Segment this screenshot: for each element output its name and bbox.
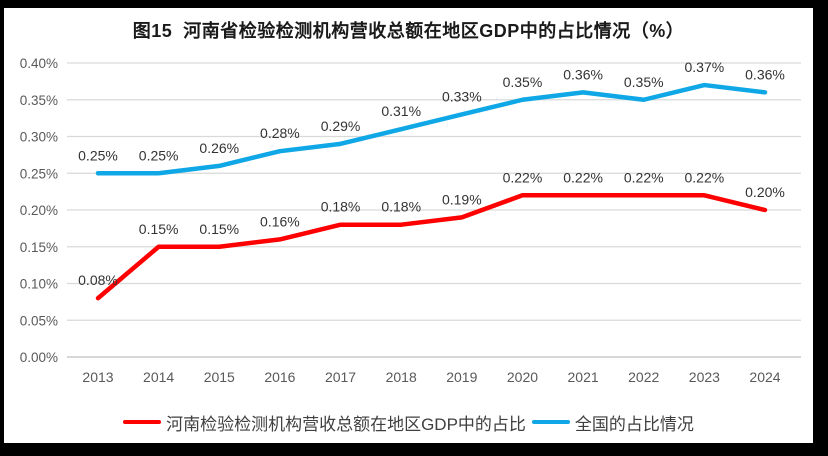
data-label: 0.18% <box>381 199 421 215</box>
x-tick-label: 2013 <box>82 369 113 385</box>
x-tick-label: 2023 <box>689 369 720 385</box>
y-tick-label: 0.35% <box>20 93 58 108</box>
y-tick-label: 0.00% <box>20 350 58 365</box>
data-label: 0.33% <box>442 88 482 104</box>
x-tick-label: 2024 <box>749 369 780 385</box>
y-tick-label: 0.15% <box>20 240 58 255</box>
data-label: 0.18% <box>321 199 361 215</box>
data-label: 0.31% <box>381 103 421 119</box>
data-label: 0.26% <box>199 140 239 156</box>
series-line-henan <box>95 193 768 301</box>
data-label: 0.36% <box>563 66 603 82</box>
data-label: 0.28% <box>260 125 300 141</box>
data-label: 0.25% <box>139 147 179 163</box>
y-tick-label: 0.20% <box>20 203 58 218</box>
chart-title: 图15 河南省检验检测机构营收总额在地区GDP中的占比情况（%） <box>132 21 685 41</box>
data-label: 0.22% <box>563 169 603 185</box>
chart-legend: 河南检验检测机构营收总额在地区GDP中的占比 全国的占比情况 <box>4 406 813 438</box>
x-tick-label: 2020 <box>507 369 538 385</box>
y-tick-label: 0.10% <box>20 277 58 292</box>
data-label: 0.15% <box>139 221 179 237</box>
data-label: 0.25% <box>78 147 118 163</box>
data-label: 0.22% <box>503 169 543 185</box>
data-label: 0.20% <box>745 184 785 200</box>
x-tick-label: 2016 <box>264 369 295 385</box>
y-tick-label: 0.25% <box>20 166 58 181</box>
x-tick-label: 2014 <box>143 369 174 385</box>
data-label: 0.22% <box>624 169 664 185</box>
x-tick-label: 2019 <box>446 369 477 385</box>
legend-label-national: 全国的占比情况 <box>574 414 694 434</box>
data-label: 0.16% <box>260 213 300 229</box>
red-line-swatch-icon <box>123 419 162 425</box>
x-tick-label: 2017 <box>325 369 356 385</box>
line-chart-plot-area: 0.00% 0.05% 0.10% 0.15% 0.20% 0.25% 0.30% 0.35%… <box>20 56 801 385</box>
legend-item-henan: 河南检验检测机构营收总额在地区GDP中的占比 <box>123 410 526 435</box>
data-label: 0.22% <box>685 169 725 185</box>
data-label: 0.35% <box>624 74 664 90</box>
y-tick-label: 0.30% <box>20 130 58 145</box>
legend-item-national: 全国的占比情况 <box>531 410 694 435</box>
blue-line-swatch-icon <box>531 419 570 425</box>
x-tick-label: 2015 <box>204 369 235 385</box>
data-label: 0.15% <box>199 221 239 237</box>
data-label: 0.19% <box>442 191 482 207</box>
data-label: 0.35% <box>503 74 543 90</box>
y-tick-label: 0.40% <box>20 56 58 71</box>
y-tick-label: 0.05% <box>20 313 58 328</box>
x-tick-label: 2018 <box>386 369 417 385</box>
data-label: 0.29% <box>321 118 361 134</box>
data-label: 0.37% <box>685 59 725 75</box>
data-label: 0.36% <box>745 66 785 82</box>
data-label: 0.08% <box>78 272 118 288</box>
chart-canvas: 图15 河南省检验检测机构营收总额在地区GDP中的占比情况（%） 0.00% 0.… <box>4 8 813 443</box>
series-line-national <box>95 82 768 176</box>
x-tick-label: 2022 <box>628 369 659 385</box>
x-tick-label: 2021 <box>568 369 599 385</box>
legend-label-henan: 河南检验检测机构营收总额在地区GDP中的占比 <box>166 414 526 434</box>
